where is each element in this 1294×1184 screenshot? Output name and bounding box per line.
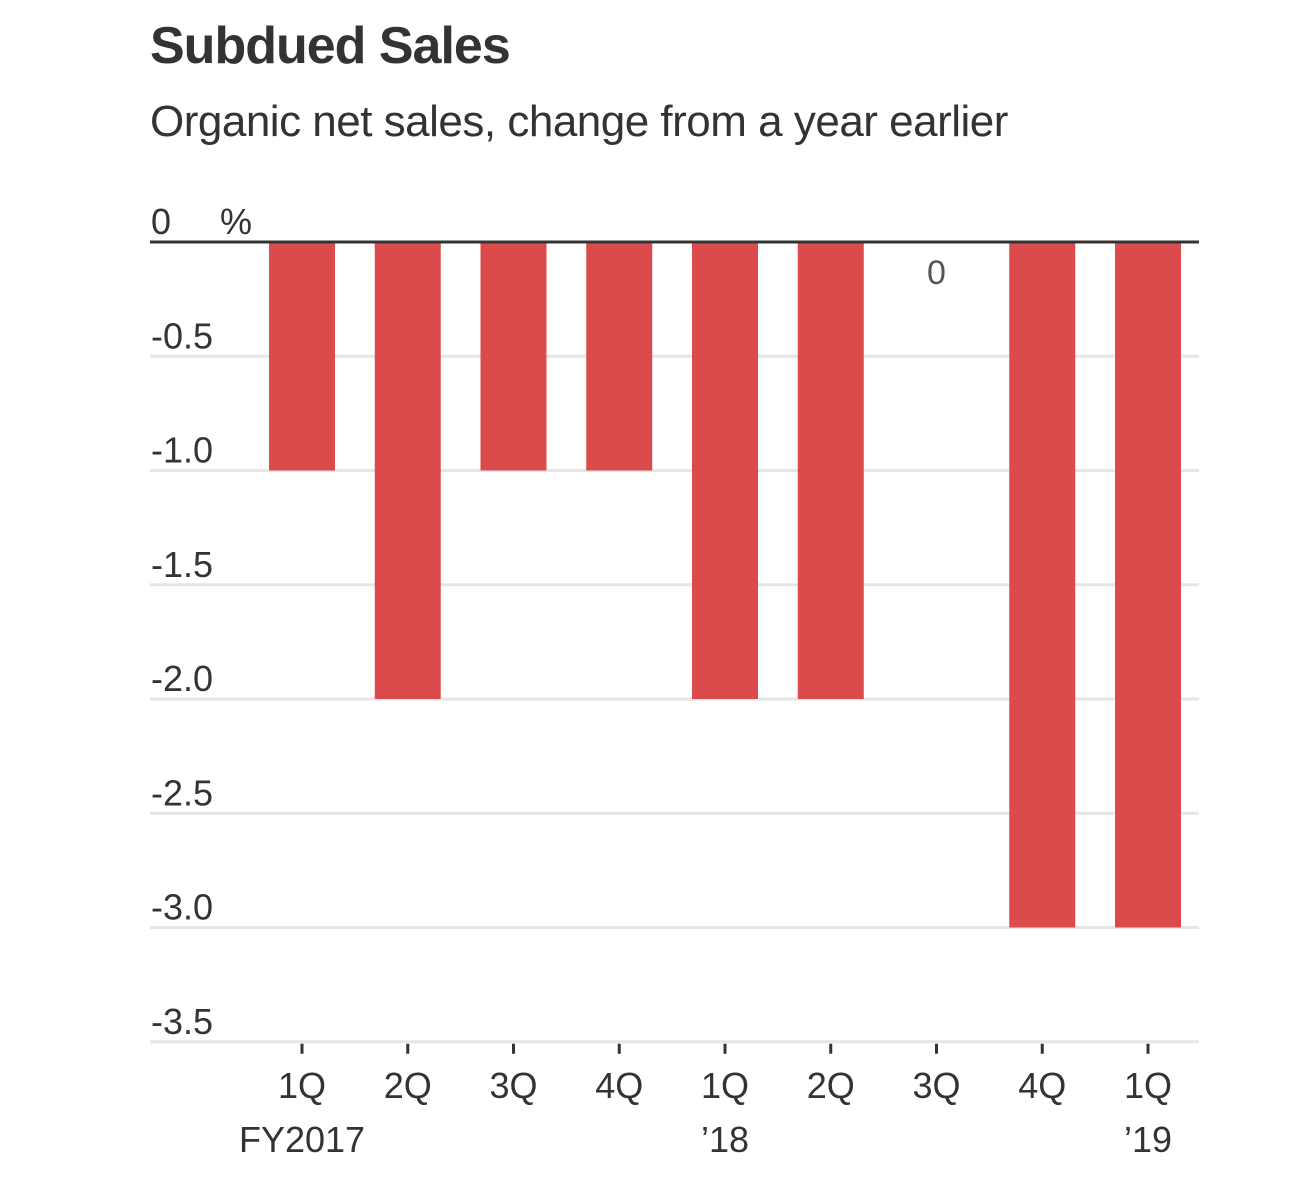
x-tick-label: 4Q	[1018, 1065, 1066, 1106]
bar	[1115, 242, 1181, 928]
bars	[269, 242, 1181, 928]
bar	[797, 242, 864, 699]
x-tick-label: 1Q	[701, 1065, 749, 1106]
bar	[374, 242, 441, 699]
chart-title: Subdued Sales	[150, 17, 511, 75]
y-tick-label: -2.0	[151, 658, 213, 699]
x-axis: 1Q FY2017 2Q 3Q 4Q 1Q ’18 2Q 3Q 4Q 1Q ’19	[239, 1043, 1172, 1160]
y-tick-label: -0.5	[151, 315, 213, 356]
y-tick-label: -3.0	[151, 887, 213, 928]
x-tick-label: 1Q	[278, 1065, 326, 1106]
bar	[269, 242, 335, 471]
bar	[480, 242, 547, 471]
bar	[1009, 242, 1076, 928]
y-tick-label: -1.0	[151, 430, 213, 471]
chart-subtitle: Organic net sales, change from a year ea…	[150, 97, 1008, 146]
x-tick-label: 4Q	[595, 1065, 643, 1106]
x-tick-label: 1Q	[1124, 1065, 1172, 1106]
annotations: 0	[927, 254, 946, 292]
bar	[586, 242, 653, 471]
y-tick-label: -3.5	[151, 1001, 213, 1042]
x-tick-label: 3Q	[912, 1065, 960, 1106]
x-tick-label: 2Q	[807, 1065, 855, 1106]
x-tick-label: 2Q	[384, 1065, 432, 1106]
x-tick-label: 3Q	[489, 1065, 537, 1106]
x-tick-sublabel: FY2017	[239, 1119, 365, 1160]
data-label: 0	[927, 254, 946, 292]
y-tick-label: -2.5	[151, 772, 213, 813]
y-unit-label: %	[220, 201, 252, 242]
x-tick-sublabel: ’19	[1124, 1119, 1172, 1160]
x-tick-sublabel: ’18	[701, 1119, 749, 1160]
y-tick-label: 0	[151, 201, 171, 242]
bar	[692, 242, 758, 699]
y-axis: 0 % -0.5 -1.0 -1.5 -2.0 -2.5 -3.0 -3.5	[151, 201, 252, 1042]
y-tick-label: -1.5	[151, 544, 213, 585]
